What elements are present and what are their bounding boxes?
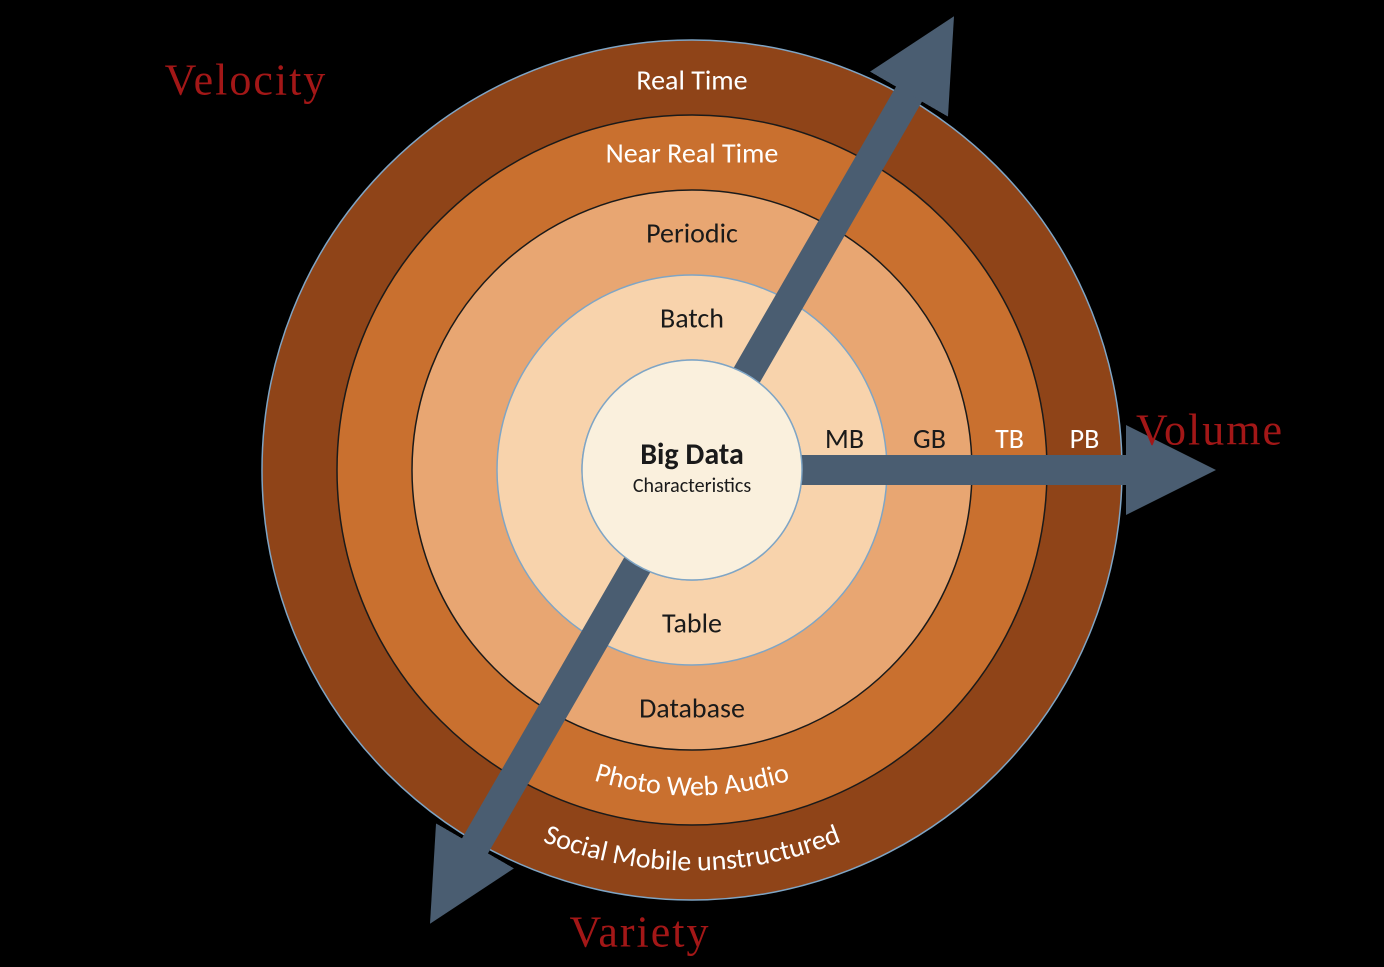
center-title: Big Data — [640, 436, 744, 473]
label-volume-1: GB — [913, 421, 946, 456]
label-volume-2: TB — [995, 421, 1024, 456]
label-volume-0: MB — [825, 421, 864, 456]
center-subtitle: Characteristics — [633, 474, 752, 498]
axis-title-variety: Variety — [569, 907, 710, 958]
axis-title-volume: Volume — [1136, 405, 1284, 456]
label-variety-1: Database — [639, 691, 745, 726]
label-velocity-3: Real Time — [636, 63, 747, 98]
radial-diagram-svg: Batch Periodic Near Real Time Real Time MB GB… — [0, 0, 1384, 967]
label-velocity-0: Batch — [660, 301, 724, 336]
label-velocity-2: Near Real Time — [606, 136, 779, 171]
diagram-stage: { "diagram": { "type": "radial-infograph… — [0, 0, 1384, 967]
axis-title-velocity: Velocity — [165, 55, 328, 106]
label-velocity-1: Periodic — [646, 216, 738, 251]
label-variety-0: Table — [662, 606, 722, 641]
label-volume-3: PB — [1070, 421, 1100, 456]
